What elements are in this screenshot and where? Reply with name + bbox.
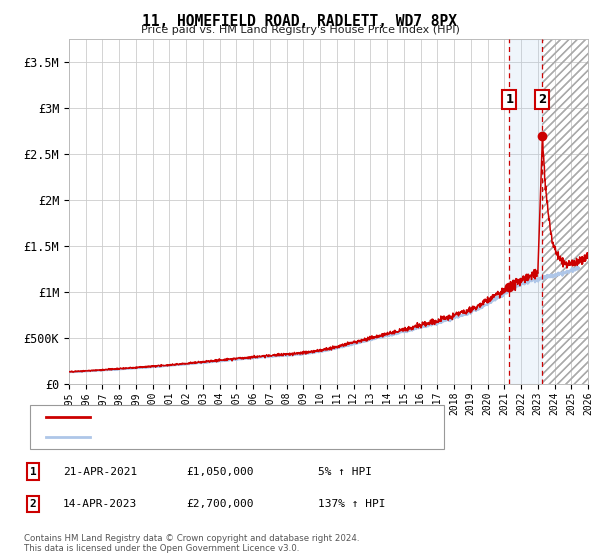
Text: 137% ↑ HPI: 137% ↑ HPI	[318, 499, 386, 509]
Bar	[542, 39, 588, 384]
Text: 14-APR-2023: 14-APR-2023	[63, 499, 137, 509]
Text: 11, HOMEFIELD ROAD, RADLETT, WD7 8PX: 11, HOMEFIELD ROAD, RADLETT, WD7 8PX	[143, 14, 458, 29]
Text: 1: 1	[505, 93, 514, 106]
Text: 21-APR-2021: 21-APR-2021	[63, 466, 137, 477]
Text: 11, HOMEFIELD ROAD, RADLETT, WD7 8PX (detached house): 11, HOMEFIELD ROAD, RADLETT, WD7 8PX (de…	[101, 412, 433, 422]
Bar	[542, 39, 588, 384]
Text: 1: 1	[29, 466, 37, 477]
FancyBboxPatch shape	[29, 405, 443, 449]
Text: HPI: Average price, detached house, Hertsmere: HPI: Average price, detached house, Hert…	[101, 432, 383, 441]
Text: 5% ↑ HPI: 5% ↑ HPI	[318, 466, 372, 477]
Text: 2: 2	[29, 499, 37, 509]
Text: 2: 2	[538, 93, 547, 106]
Bar	[509, 39, 542, 384]
Text: Contains HM Land Registry data © Crown copyright and database right 2024.
This d: Contains HM Land Registry data © Crown c…	[24, 534, 359, 553]
Text: £1,050,000: £1,050,000	[186, 466, 254, 477]
Text: £2,700,000: £2,700,000	[186, 499, 254, 509]
Bar	[542, 39, 588, 384]
Text: Price paid vs. HM Land Registry's House Price Index (HPI): Price paid vs. HM Land Registry's House …	[140, 25, 460, 35]
